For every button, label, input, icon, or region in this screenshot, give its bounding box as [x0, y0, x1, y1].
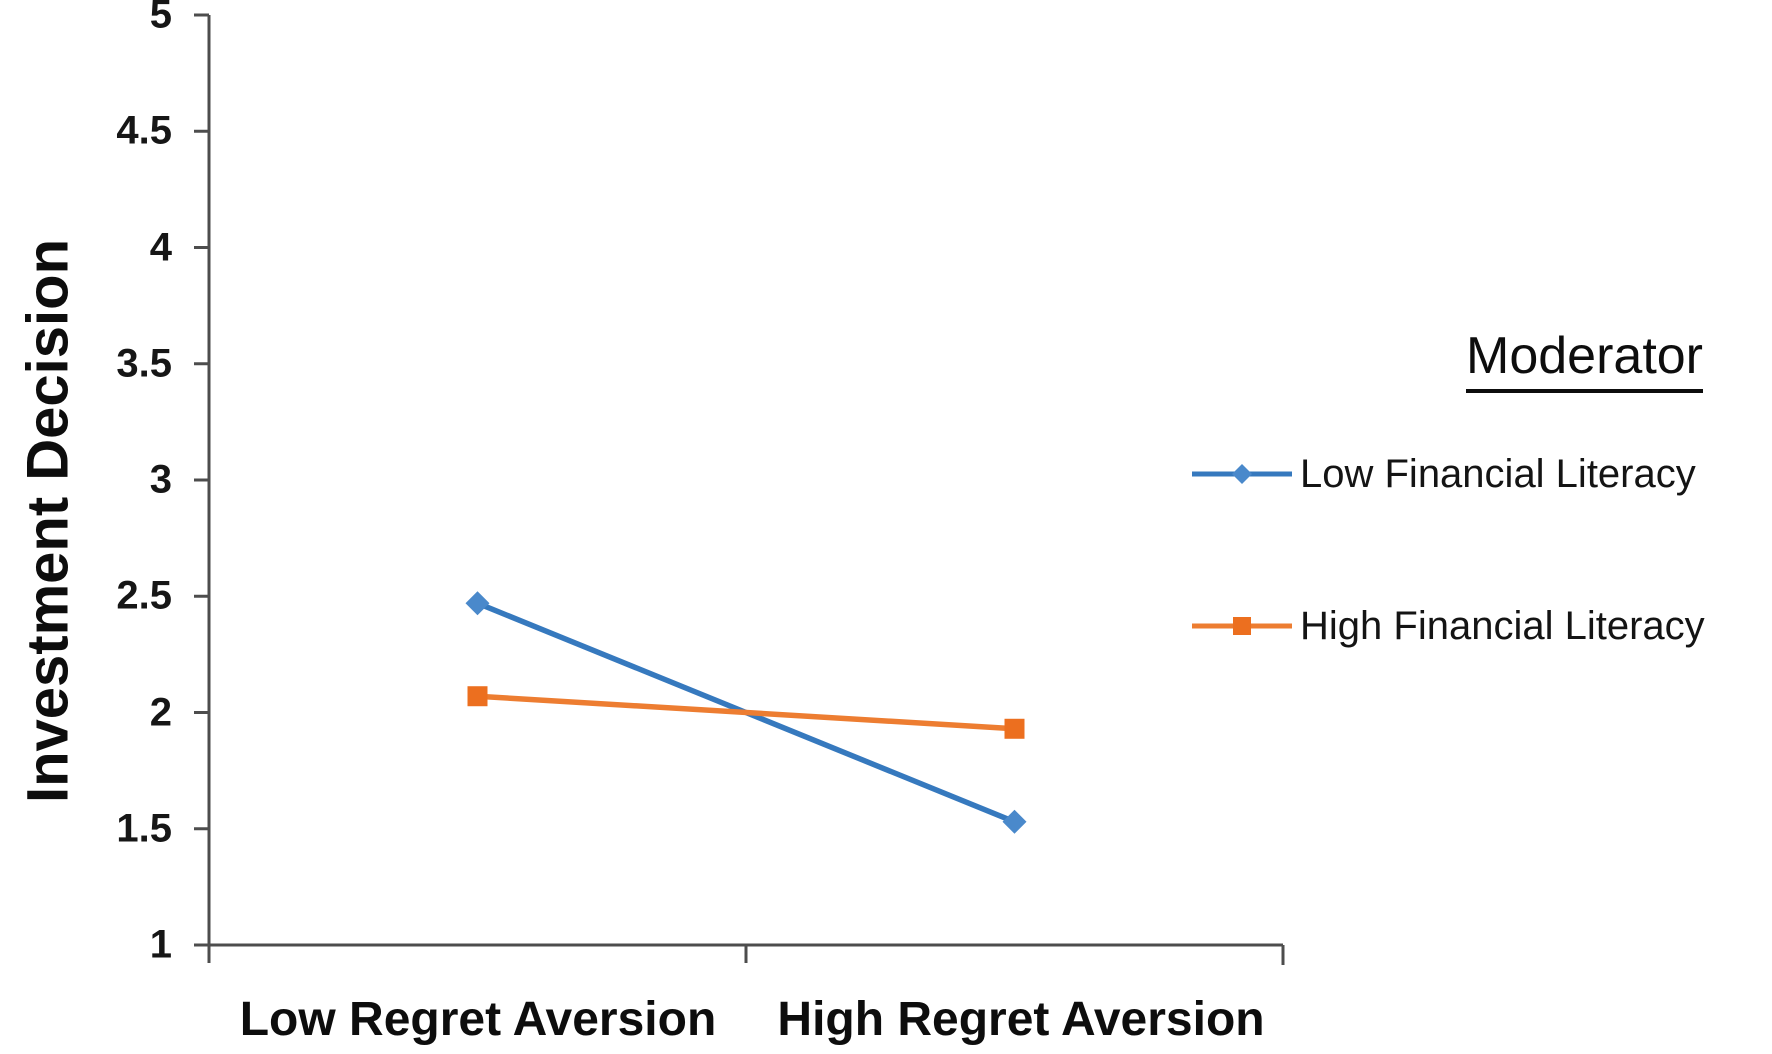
axes: [207, 15, 1285, 965]
square-marker-icon: [467, 686, 488, 707]
diamond-marker-icon: [1192, 464, 1292, 484]
series-line: [477, 693, 1015, 732]
legend-label-high-financial-literacy: High Financial Literacy: [1300, 603, 1705, 648]
x-axis-line: [209, 943, 1285, 965]
y-tick-label: 3: [149, 457, 172, 502]
y-tick-label: 4.5: [116, 108, 172, 153]
square-marker-icon: [1192, 617, 1292, 635]
y-tick-label: 5: [149, 0, 172, 37]
square-marker-icon: [1004, 718, 1025, 739]
square-marker-icon: [1233, 617, 1251, 635]
legend-entry-low-financial-literacy: Low Financial Literacy: [1190, 446, 1696, 502]
y-tick-label: 4: [149, 225, 172, 269]
y-tick-label: 3.5: [116, 341, 172, 386]
y-axis-title: Investment Decision: [15, 238, 81, 804]
x-category-label-high-regret: High Regret Aversion: [777, 993, 1265, 1046]
legend-entry-high-financial-literacy: High Financial Literacy: [1190, 598, 1705, 654]
x-category-label-low-regret: Low Regret Aversion: [239, 993, 717, 1046]
y-tick-label: 2: [149, 690, 172, 734]
legend-label-low-financial-literacy: Low Financial Literacy: [1300, 451, 1696, 496]
y-tick-label: 2.5: [116, 573, 172, 618]
diamond-marker-icon: [1002, 809, 1027, 834]
diamond-marker-icon: [465, 591, 490, 616]
legend-title: Moderator: [1466, 326, 1703, 393]
diamond-marker-icon: [1232, 464, 1252, 484]
y-tick-label: 1.5: [116, 806, 172, 851]
y-axis-tick-marks: [194, 13, 209, 947]
data-series-lines: [465, 591, 1027, 834]
y-tick-label: 1: [149, 922, 172, 967]
